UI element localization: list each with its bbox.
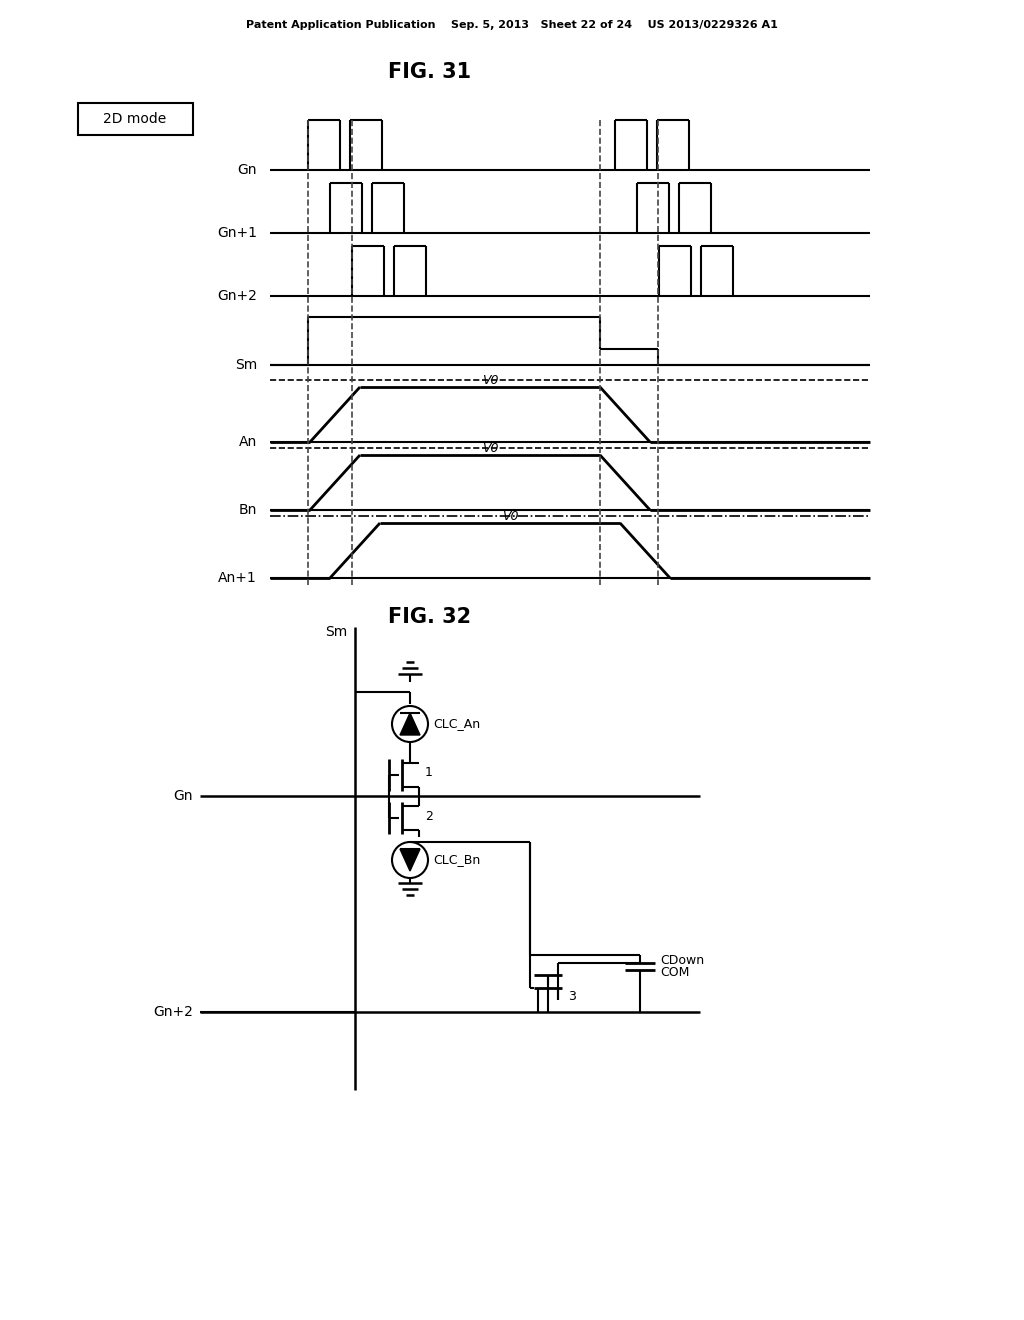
Text: Gn+2: Gn+2 xyxy=(154,1005,193,1019)
Text: 2: 2 xyxy=(425,809,433,822)
Text: Patent Application Publication    Sep. 5, 2013   Sheet 22 of 24    US 2013/02293: Patent Application Publication Sep. 5, 2… xyxy=(246,20,778,30)
Text: Sm: Sm xyxy=(234,358,257,372)
Text: V0: V0 xyxy=(481,375,499,388)
Text: 1: 1 xyxy=(425,767,433,780)
Text: CDown: CDown xyxy=(660,953,705,966)
Text: FIG. 32: FIG. 32 xyxy=(388,607,472,627)
Text: COM: COM xyxy=(660,965,689,978)
Text: 3: 3 xyxy=(568,990,575,1003)
Text: Gn+1: Gn+1 xyxy=(217,226,257,240)
Text: Bn: Bn xyxy=(239,503,257,517)
Text: Sm: Sm xyxy=(325,624,347,639)
Text: 2D mode: 2D mode xyxy=(103,112,167,125)
Text: Gn: Gn xyxy=(173,789,193,803)
Polygon shape xyxy=(400,849,420,871)
Text: FIG. 31: FIG. 31 xyxy=(388,62,472,82)
Text: V0: V0 xyxy=(502,511,518,524)
Text: An: An xyxy=(239,436,257,449)
Text: V0: V0 xyxy=(481,442,499,455)
Text: CLC_Bn: CLC_Bn xyxy=(433,854,480,866)
Text: Gn: Gn xyxy=(238,162,257,177)
Text: Gn+2: Gn+2 xyxy=(217,289,257,304)
Bar xyxy=(78,103,193,135)
Text: An+1: An+1 xyxy=(218,572,257,585)
Text: CLC_An: CLC_An xyxy=(433,718,480,730)
Polygon shape xyxy=(400,713,420,735)
